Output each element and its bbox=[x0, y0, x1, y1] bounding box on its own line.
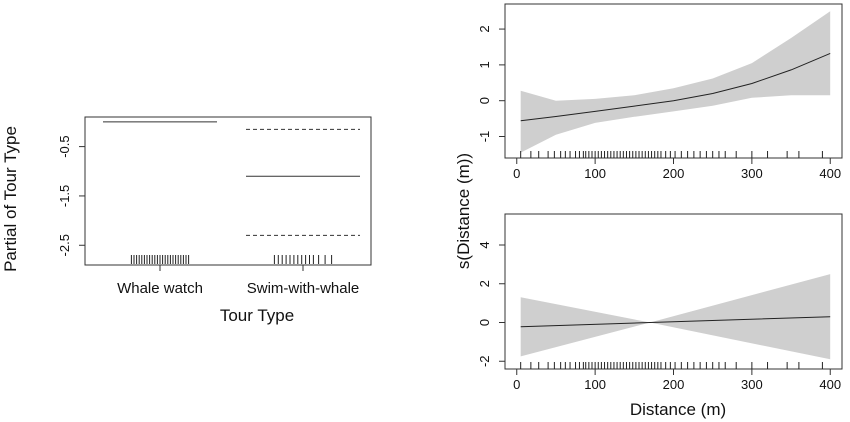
distance-top-y-tick-label: 1 bbox=[477, 61, 492, 68]
distance-top-x-tick-label: 100 bbox=[584, 166, 606, 181]
tour-type-category-label: Swim-with-whale bbox=[247, 280, 360, 297]
distance-bottom-y-tick-label: 2 bbox=[477, 280, 492, 287]
distance-bottom-y-tick-label: 0 bbox=[477, 319, 492, 326]
distance-bottom-x-tick-label: 0 bbox=[513, 377, 520, 392]
distance-top-y-tick-label: 0 bbox=[477, 97, 492, 104]
distance-bottom-x-tick-label: 200 bbox=[663, 377, 685, 392]
distance-y-axis-label-text: s(Distance (m)) bbox=[454, 153, 473, 269]
distance-bottom-x-tick-label: 400 bbox=[819, 377, 841, 392]
distance-top-x-tick-label: 400 bbox=[819, 166, 841, 181]
distance-top-panel: 0 100 200 300 400 -1 0 1 2 bbox=[477, 3, 843, 181]
distance-y-axis-label: s(Distance (m)) bbox=[454, 153, 473, 269]
distance-bottom-x-tick-label: 300 bbox=[741, 377, 763, 392]
distance-bottom-fit-line bbox=[520, 316, 831, 328]
tour-type-panel: Partial of Tour Type -0.5 -1.5 -2.5 Whale w… bbox=[1, 116, 372, 325]
distance-bottom-y-tick-label: -2 bbox=[477, 355, 492, 367]
tour-type-x-axis-label: Tour Type bbox=[220, 306, 294, 325]
tour-type-y-axis-label-text: Partial of Tour Type bbox=[1, 126, 20, 272]
distance-bottom-confidence-band bbox=[520, 274, 831, 360]
distance-x-axis-label: Distance (m) bbox=[630, 400, 726, 419]
distance-bottom-panel: 0 100 200 300 400 -2 0 2 4 Distance (m) bbox=[477, 213, 843, 419]
distance-top-confidence-band bbox=[520, 11, 831, 153]
distance-top-fit-line bbox=[520, 52, 831, 122]
tour-type-y-tick-label: -1.5 bbox=[57, 185, 72, 207]
distance-bottom-y-tick-label: 4 bbox=[477, 241, 492, 248]
distance-top-x-tick-label: 200 bbox=[663, 166, 685, 181]
tour-type-y-axis-label: Partial of Tour Type bbox=[1, 126, 20, 272]
distance-top-x-tick-label: 300 bbox=[741, 166, 763, 181]
distance-top-x-tick-label: 0 bbox=[513, 166, 520, 181]
tour-type-y-tick-label: -0.5 bbox=[57, 135, 72, 157]
distance-top-y-tick-label: -1 bbox=[477, 131, 492, 143]
tour-type-y-tick-label: -2.5 bbox=[57, 234, 72, 256]
tour-type-plot-frame bbox=[84, 116, 372, 266]
distance-top-y-tick-label: 2 bbox=[477, 25, 492, 32]
tour-type-category-label: Whale watch bbox=[117, 280, 203, 297]
distance-bottom-x-tick-label: 100 bbox=[584, 377, 606, 392]
